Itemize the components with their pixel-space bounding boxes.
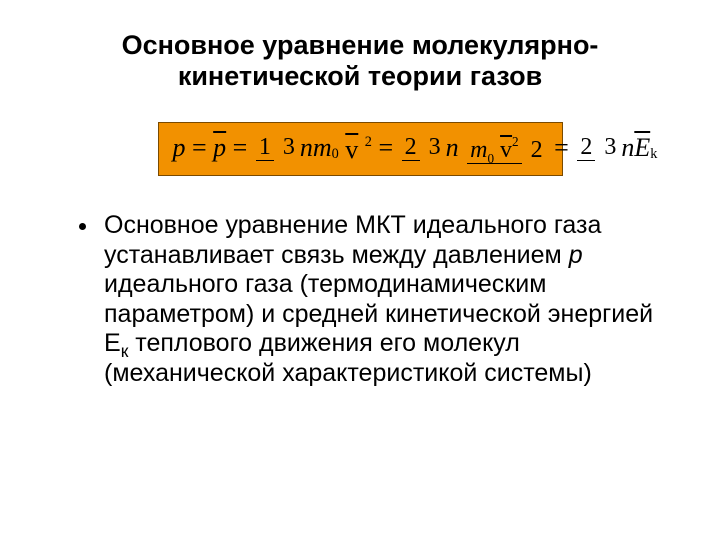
frac-num: 1 (256, 135, 274, 161)
frac-mv2-2: m0 v2 2 (467, 132, 546, 164)
bullet-p: p (569, 241, 583, 269)
slide: Основное уравнение молекулярно-кинетичес… (0, 0, 720, 540)
sym-v-2: v (500, 132, 512, 162)
sub-0-1: 0 (332, 146, 339, 163)
sym-eq-1: = (192, 133, 207, 163)
body-text: Основное уравнение МКТ идеального газа у… (50, 211, 670, 388)
bullet-item: Основное уравнение МКТ идеального газа у… (100, 211, 670, 388)
sym-n-1: n (300, 133, 313, 163)
slide-title: Основное уравнение молекулярно-кинетичес… (50, 30, 670, 92)
bullet-t1: Основное уравнение МКТ идеального газа у… (104, 211, 601, 269)
v2-bar-2: v2 (500, 132, 519, 163)
bullet-t3: теплового движения его молекул (механиче… (104, 329, 592, 387)
frac-den-3b: 3 (601, 135, 619, 160)
bullet-k-sub: к (121, 341, 129, 361)
frac-num-2a: 2 (402, 135, 420, 161)
frac-mv2-den: 2 (528, 138, 546, 163)
frac-1-3: 1 3 (256, 135, 298, 161)
sym-m-2: m (470, 138, 487, 163)
frac-mv2-num: m0 v2 (467, 132, 522, 164)
frac-2-3-a: 2 3 (402, 135, 444, 161)
sym-eq-2: = (233, 133, 248, 163)
sym-Ek: E (634, 133, 650, 163)
sym-p: p (173, 133, 186, 163)
frac-den: 3 (280, 135, 298, 160)
sym-v-1: v (345, 131, 358, 163)
main-equation: p = p = 1 3 n m 0 v 2 = 2 (173, 131, 548, 165)
equation-box: p = p = 1 3 n m 0 v 2 = 2 (158, 122, 563, 176)
sup-2-2: 2 (512, 135, 519, 149)
sym-eq-4: = (554, 133, 569, 163)
sym-p-bar: p (213, 133, 226, 163)
frac-num-2b: 2 (577, 135, 595, 161)
v2-bar-1: v 2 (345, 131, 372, 165)
sup-2-1: 2 (365, 134, 372, 151)
bullet-list: Основное уравнение МКТ идеального газа у… (50, 211, 670, 388)
sym-n-3: n (621, 133, 634, 163)
frac-den-3a: 3 (426, 135, 444, 160)
sym-m-1: m (313, 133, 332, 163)
sub-0-2: 0 (487, 152, 494, 166)
sym-Ek-sub: k (650, 146, 657, 163)
frac-2-3-b: 2 3 (577, 135, 619, 161)
sym-eq-3: = (378, 133, 393, 163)
sym-n-2: n (446, 133, 459, 163)
